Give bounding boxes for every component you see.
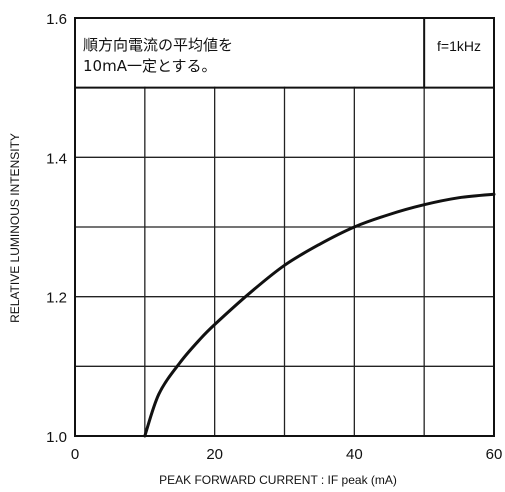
y-tick-label: 1.4 — [46, 150, 67, 167]
y-tick-label: 1.2 — [46, 290, 67, 307]
annotation-box: 順方向電流の平均値を 10mA一定とする。 f=1kHz — [75, 18, 494, 89]
plot-frame — [74, 17, 495, 437]
x-tick-label: 40 — [346, 446, 363, 463]
x-tick-labels: 0 20 40 60 — [71, 446, 503, 463]
grid-lines — [75, 18, 494, 436]
annotation-note-line2: 10mA一定とする。 — [83, 57, 217, 75]
annotation-background — [425, 19, 493, 87]
series-line — [143, 192, 496, 438]
annotation-background — [76, 19, 424, 87]
y-tick-label: 1.6 — [46, 11, 67, 28]
x-tick-label: 20 — [206, 446, 223, 463]
annotation-note-line1: 順方向電流の平均値を — [83, 36, 233, 54]
frequency-label: f=1kHz — [437, 38, 481, 54]
x-tick-label: 60 — [486, 446, 503, 463]
y-axis-title: RELATIVE LUMINOUS INTENSITY — [8, 133, 22, 323]
x-tick-label: 0 — [71, 446, 79, 463]
x-axis-title: PEAK FORWARD CURRENT : IF peak (mA) — [159, 473, 397, 487]
y-tick-label: 1.0 — [46, 429, 67, 446]
y-tick-labels: 1.0 1.2 1.4 1.6 — [46, 11, 67, 446]
